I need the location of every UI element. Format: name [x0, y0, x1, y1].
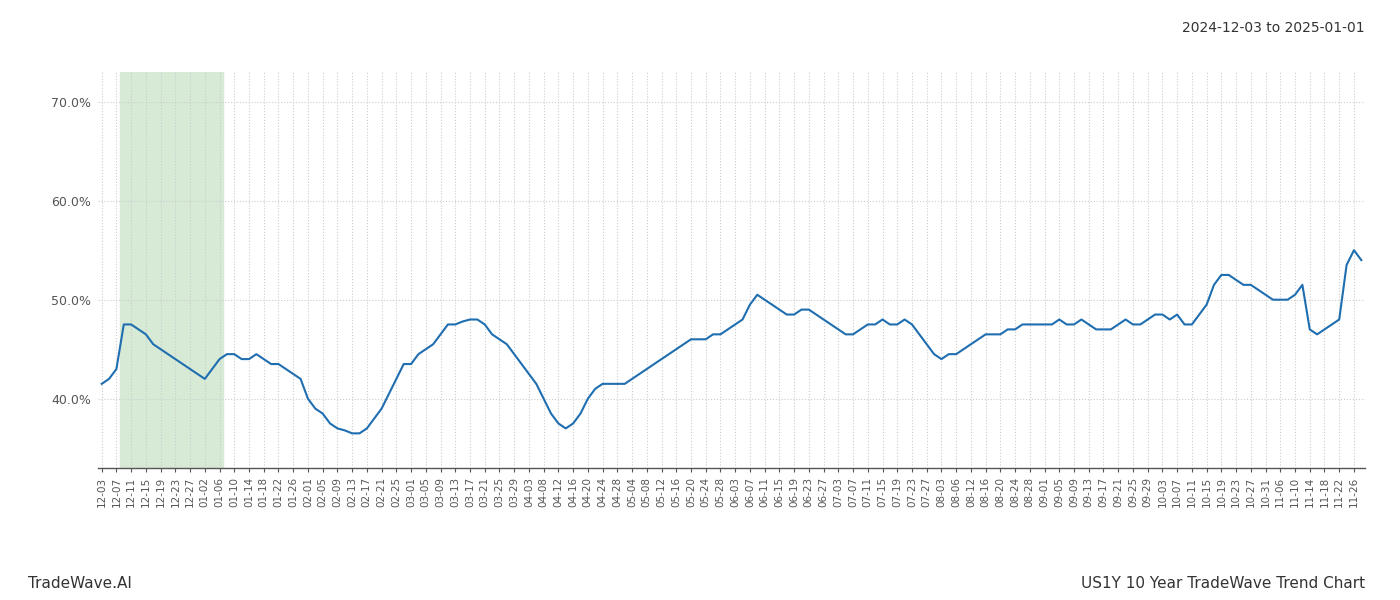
Text: TradeWave.AI: TradeWave.AI	[28, 576, 132, 591]
Text: 2024-12-03 to 2025-01-01: 2024-12-03 to 2025-01-01	[1183, 21, 1365, 35]
Text: US1Y 10 Year TradeWave Trend Chart: US1Y 10 Year TradeWave Trend Chart	[1081, 576, 1365, 591]
Bar	[120, 72, 223, 468]
